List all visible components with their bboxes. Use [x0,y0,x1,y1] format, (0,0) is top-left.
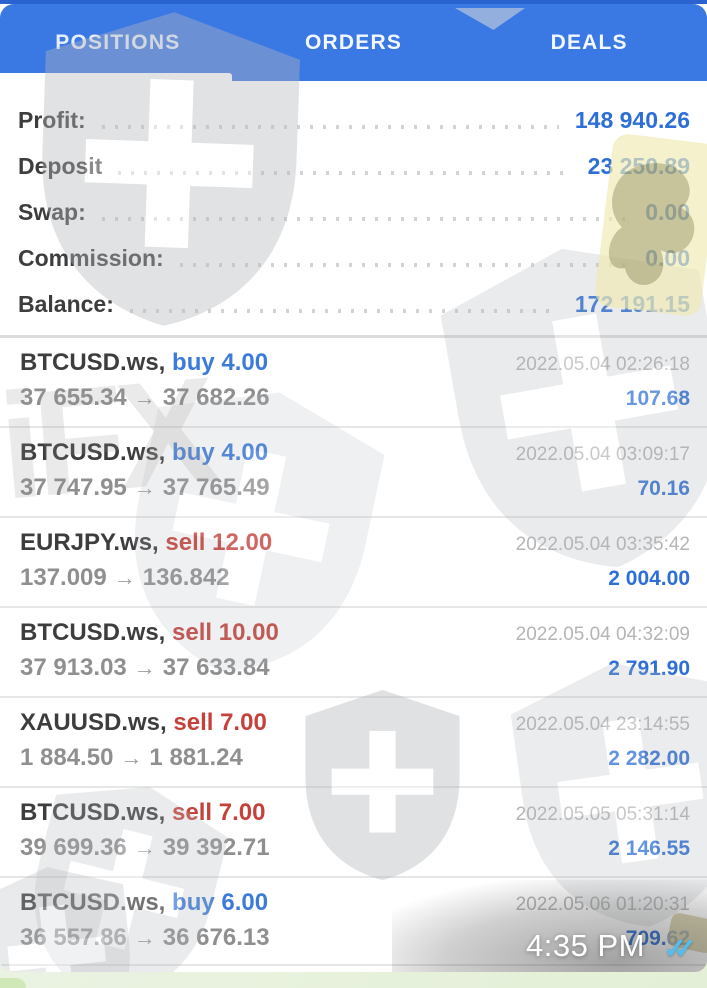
arrow-right-icon: → [120,745,143,770]
tab-deals[interactable]: DEALS [550,30,628,54]
trade-side: sell 10.00 [172,619,279,646]
active-tab-indicator [0,73,232,81]
trade-symbol: BTCUSD.ws, buy 4.00 [20,439,269,466]
dotted-leader [129,309,559,313]
position-row[interactable]: BTCUSD.ws, sell 7.00 2022.05.05 05:31:14… [0,788,707,878]
summary-label: Swap: [18,198,86,225]
trade-side: buy 6.00 [172,889,269,916]
account-summary: Profit: 148 940.26 Deposit 23 250.89 Swa… [0,81,707,338]
trade-prices: 37 913.03 → 37 633.84 [20,654,270,681]
summary-value: 0.00 [645,244,690,271]
summary-row-swap: Swap: 0.00 [18,189,690,235]
arrow-right-icon: → [133,655,156,680]
summary-label: Commission: [18,244,164,271]
summary-value: 23 250.89 [587,152,690,179]
trade-time: 2022.05.04 03:35:42 [515,534,690,555]
trade-symbol: EURJPY.ws, sell 12.00 [20,529,273,556]
trade-profit: 2 146.55 [608,837,690,860]
trade-symbol: BTCUSD.ws, sell 7.00 [20,799,266,826]
trade-tab-bar: POSITIONS ORDERS DEALS [0,4,707,81]
trade-time: 2022.05.04 03:09:17 [515,444,690,465]
summary-value: 172 191.15 [574,290,690,317]
summary-row-balance: Balance: 172 191.15 [18,281,690,327]
trade-symbol: XAUUSD.ws, sell 7.00 [20,709,267,736]
arrow-right-icon: → [133,385,156,410]
trade-side: buy 4.00 [172,349,269,376]
dotted-leader [118,171,572,175]
arrow-right-icon: → [133,475,156,500]
tab-orders[interactable]: ORDERS [304,30,403,54]
trade-prices: 37 747.95 → 37 765.49 [20,474,270,501]
trade-prices: 137.009 → 136.842 [20,564,230,591]
chat-timestamp: 4:35 PM [526,928,645,963]
trade-profit: 2 282.00 [608,747,690,770]
arrow-right-icon: → [133,835,156,860]
trade-side: sell 12.00 [165,529,273,556]
summary-label: Deposit [18,152,103,179]
position-row[interactable]: BTCUSD.ws, buy 4.00 2022.05.04 02:26:18 … [0,338,707,428]
dotted-leader [101,125,559,129]
tab-positions[interactable]: POSITIONS [55,30,181,54]
trade-profit: 107.68 [625,387,690,410]
trade-profit: 2 004.00 [608,567,690,590]
summary-row-profit: Profit: 148 940.26 [18,97,690,143]
trade-time: 2022.05.04 04:32:09 [515,624,690,645]
status-bar-strip [0,0,707,4]
position-row[interactable]: XAUUSD.ws, sell 7.00 2022.05.04 23:14:55… [0,698,707,788]
position-row[interactable]: BTCUSD.ws, sell 10.00 2022.05.04 04:32:0… [0,608,707,698]
position-row[interactable]: EURJPY.ws, sell 12.00 2022.05.04 03:35:4… [0,518,707,608]
summary-label: Profit: [18,106,86,133]
summary-row-commission: Commission: 0.00 [18,235,690,281]
position-row[interactable]: BTCUSD.ws, buy 4.00 2022.05.04 03:09:17 … [0,428,707,518]
trade-prices: 1 884.50 → 1 881.24 [20,744,243,771]
wallpaper-doodle [0,978,26,988]
dotted-leader [179,263,630,267]
trade-time: 2022.05.05 05:31:14 [515,804,690,825]
trade-profit: 2 791.90 [608,657,690,680]
dotted-leader [101,217,630,221]
arrow-right-icon: → [133,925,156,950]
summary-label: Balance: [18,290,114,317]
trade-prices: 37 655.34 → 37 682.26 [20,384,270,411]
trade-symbol: BTCUSD.ws, buy 4.00 [20,349,269,376]
positions-list: BTCUSD.ws, buy 4.00 2022.05.04 02:26:18 … [0,338,707,966]
trade-side: sell 7.00 [173,709,267,736]
arrow-right-icon: → [113,565,136,590]
double-check-icon: ✓✓ [663,933,698,964]
trade-symbol: BTCUSD.ws, buy 6.00 [20,889,269,916]
trade-prices: 36 557.86 → 36 676.13 [20,924,270,951]
trade-profit: 70.16 [637,477,690,500]
trade-prices: 39 699.36 → 39 392.71 [20,834,270,861]
trade-side: buy 4.00 [172,439,269,466]
trade-side: sell 7.00 [172,799,266,826]
summary-value: 148 940.26 [574,106,690,133]
summary-row-deposit: Deposit 23 250.89 [18,143,690,189]
trade-time: 2022.05.04 02:26:18 [515,354,690,375]
trade-time: 2022.05.04 23:14:55 [515,714,690,735]
trade-symbol: BTCUSD.ws, sell 10.00 [20,619,279,646]
summary-value: 0.00 [645,198,690,225]
trade-time: 2022.05.06 01:20:31 [515,894,690,915]
